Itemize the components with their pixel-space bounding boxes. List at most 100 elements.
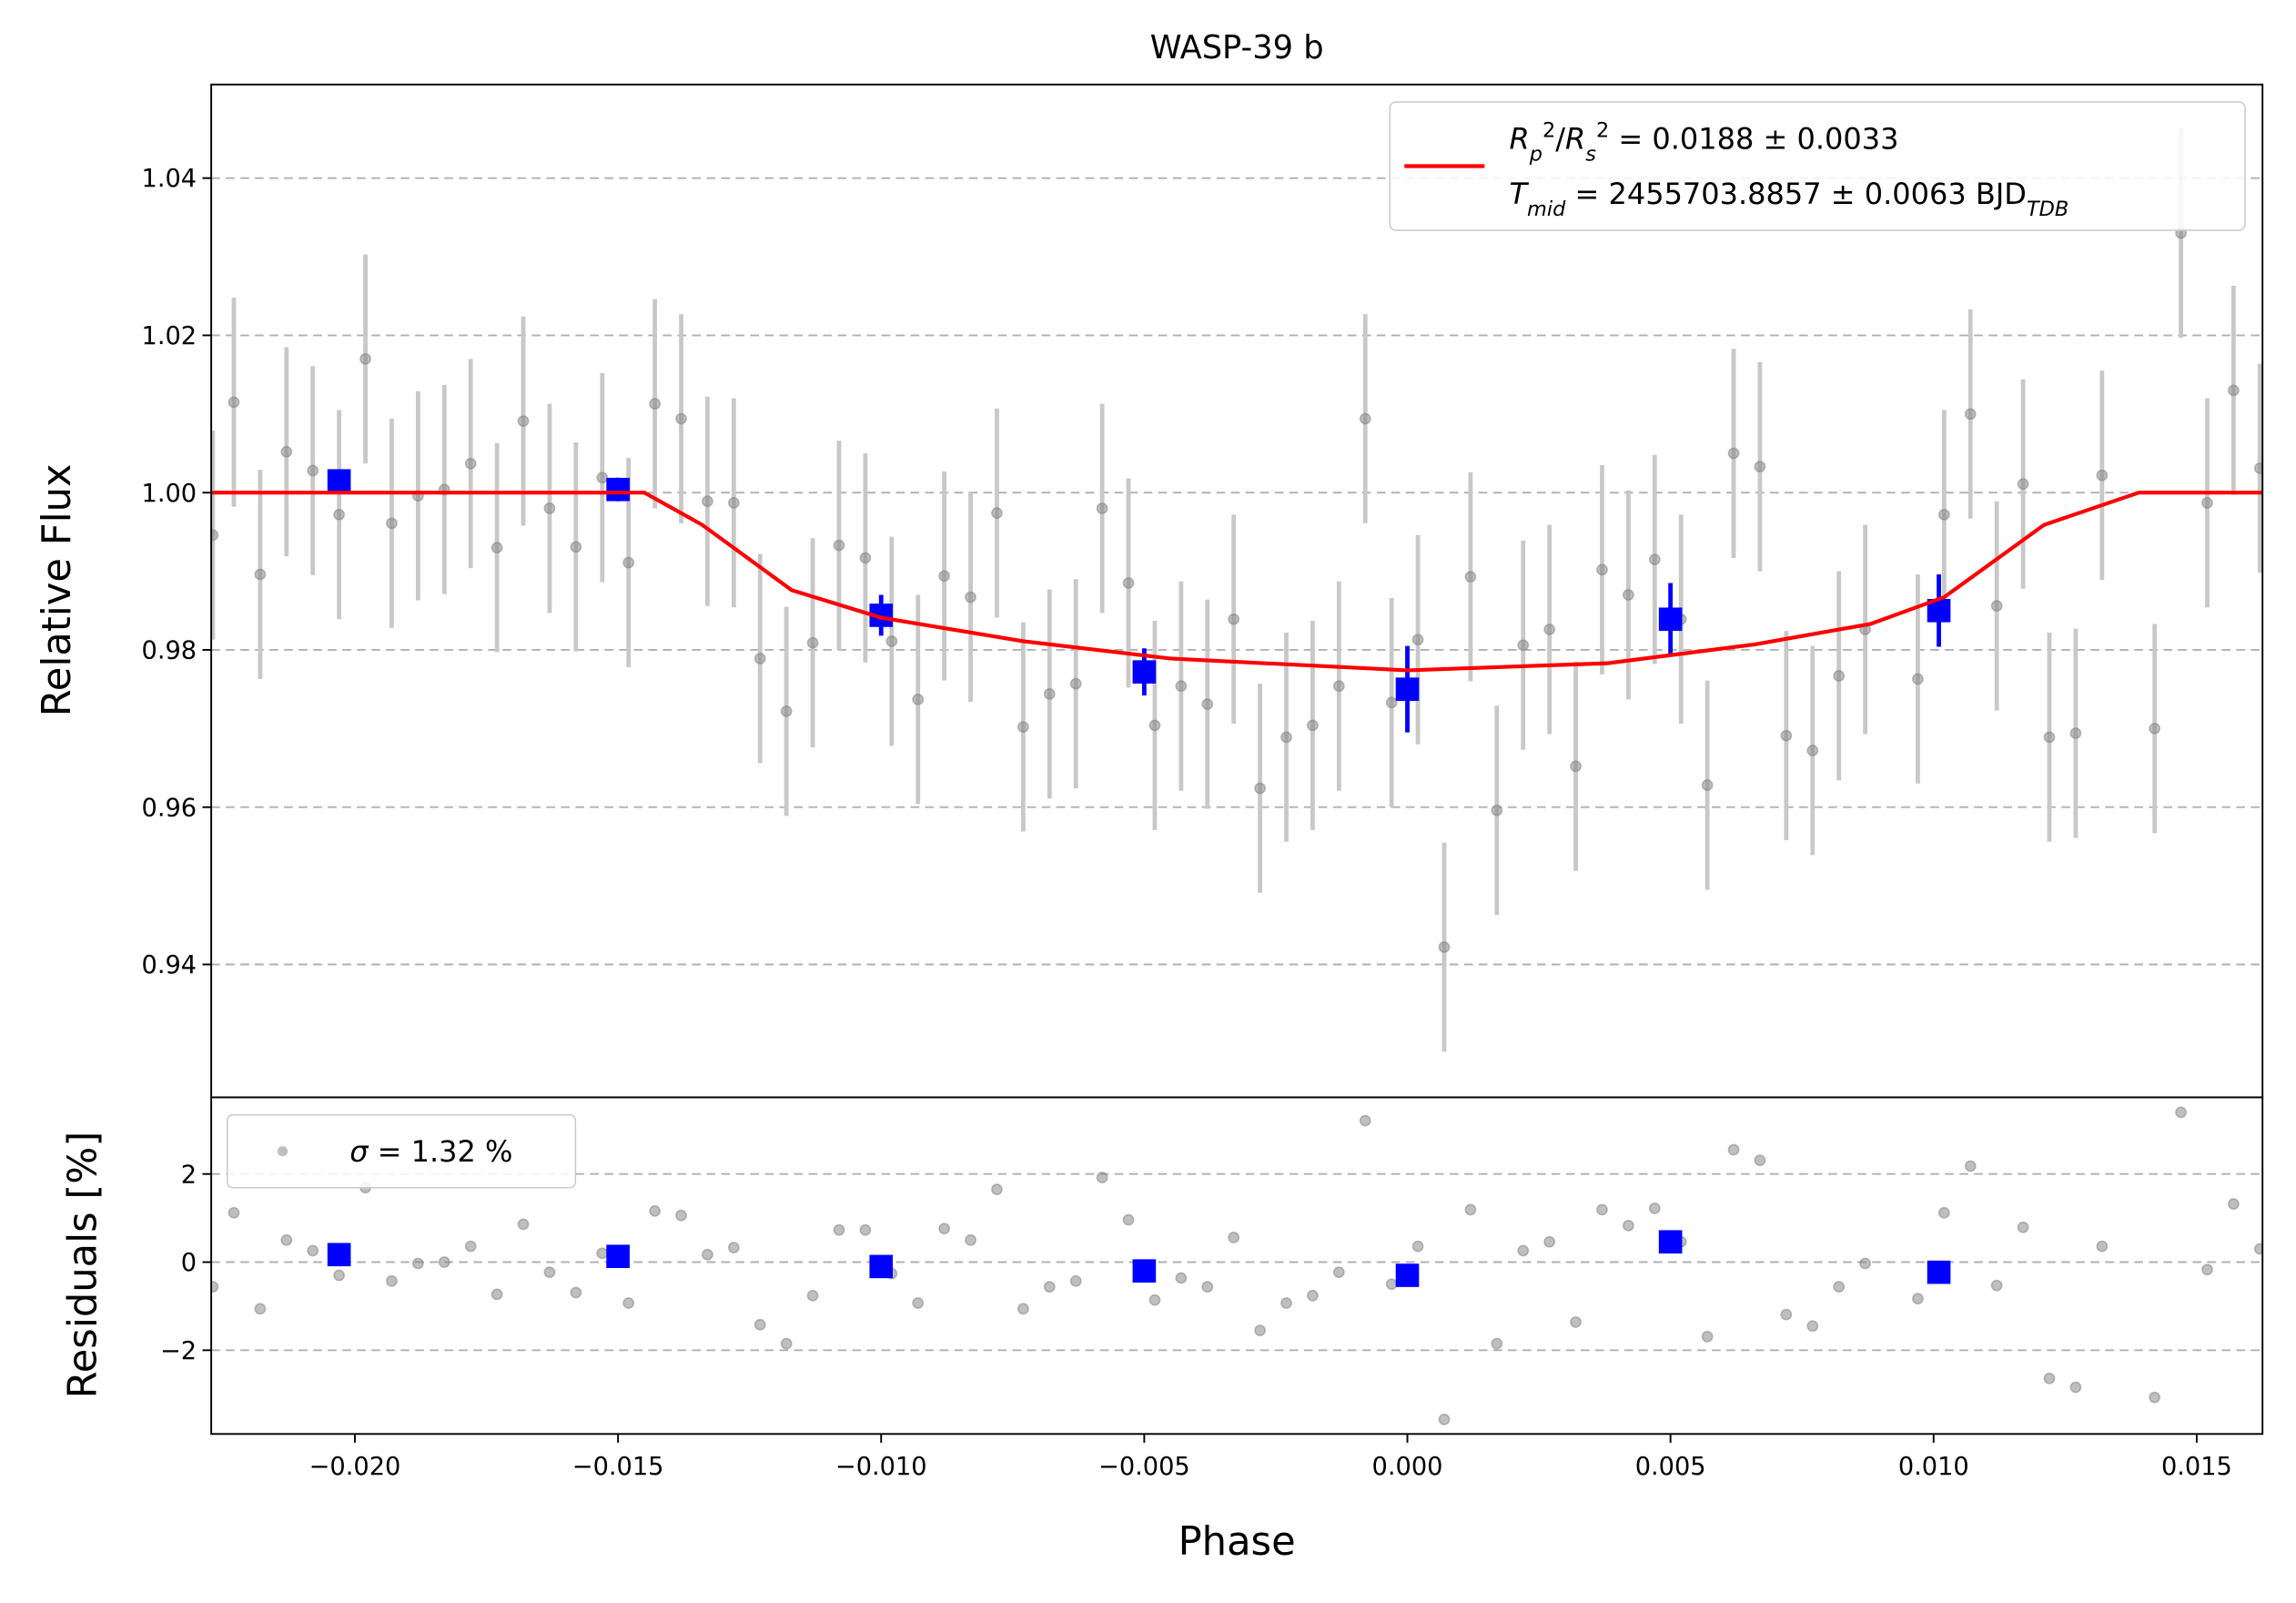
data-point — [254, 568, 267, 581]
data-point — [806, 1289, 819, 1302]
legend-text-part: TDB — [2027, 198, 2068, 221]
legend-text-part: = 2455703.8857 ± 0.0063 BJD — [1565, 177, 2027, 211]
data-point — [806, 636, 819, 649]
legend-text-part: 2 — [1596, 118, 1609, 142]
data-point — [333, 1269, 346, 1282]
data-point — [2175, 1106, 2187, 1119]
data-point — [1307, 719, 1319, 732]
data-point — [543, 1266, 556, 1279]
data-point — [1254, 1324, 1267, 1336]
data-point — [1701, 1330, 1714, 1343]
y-tick-label: 0.98 — [142, 637, 197, 665]
y-tick-label: 1.00 — [142, 480, 197, 508]
x-tick-label: −0.005 — [1098, 1453, 1190, 1481]
legend-label: Rp2/Rs2 = 0.0188 ± 0.0033 — [1510, 118, 1899, 166]
data-point — [1622, 1219, 1634, 1232]
data-point — [2253, 1243, 2263, 1255]
data-point — [1254, 782, 1267, 795]
x-tick-label: −0.020 — [309, 1453, 401, 1481]
legend-text-part: p — [1529, 142, 1542, 166]
data-point — [596, 1247, 609, 1260]
binned-point — [327, 469, 351, 493]
data-point — [411, 1257, 424, 1270]
data-point — [1043, 687, 1056, 700]
data-point — [622, 556, 635, 569]
legend-label: σ = 1.32 % — [349, 1134, 512, 1169]
data-point — [570, 1286, 582, 1299]
binned-point — [327, 1243, 351, 1267]
x-tick-label: 0.005 — [1635, 1453, 1706, 1481]
data-point — [2201, 1263, 2213, 1276]
data-point — [780, 705, 793, 717]
data-point — [228, 396, 240, 409]
x-tick-label: −0.015 — [572, 1453, 664, 1481]
data-point — [333, 508, 346, 521]
y-tick-label: 0 — [181, 1249, 197, 1277]
data-point — [1175, 1272, 1188, 1284]
data-point — [1806, 745, 1819, 756]
data-point — [1122, 1213, 1135, 1226]
data-point — [2253, 462, 2263, 474]
legend-swatch — [277, 1146, 288, 1157]
data-point — [1228, 613, 1240, 625]
legend-text-part: T — [1510, 177, 1530, 211]
data-point — [1438, 941, 1451, 953]
data-point — [1332, 1266, 1345, 1279]
data-point — [1727, 1143, 1740, 1156]
data-point — [2227, 1198, 2240, 1211]
model-line — [211, 491, 2263, 673]
binned-point — [1658, 607, 1683, 632]
legend-text-part: = 1.32 % — [368, 1134, 512, 1169]
data-point — [622, 1297, 635, 1309]
data-point — [649, 398, 661, 410]
data-point — [965, 1233, 976, 1246]
y-tick-label: 0.94 — [142, 951, 197, 979]
data-point — [1201, 698, 1214, 710]
data-point — [1043, 1281, 1056, 1294]
legend-text-part: R — [1565, 121, 1585, 156]
data-point — [1990, 1279, 2003, 1292]
legend-label: Tmid = 2455703.8857 ± 0.0063 BJDTDB — [1510, 177, 2069, 221]
data-point — [211, 529, 219, 542]
data-point — [649, 1204, 661, 1217]
data-point — [965, 591, 976, 604]
data-point — [1912, 673, 1924, 685]
legend-box — [1389, 101, 2246, 231]
data-point — [1096, 502, 1108, 514]
data-point — [280, 445, 293, 458]
data-point — [1754, 1154, 1766, 1167]
data-point — [491, 542, 503, 554]
data-point — [1148, 719, 1161, 732]
data-point — [2017, 478, 2029, 491]
data-point — [1069, 1274, 1082, 1287]
data-point — [280, 1233, 293, 1246]
data-point — [859, 1223, 872, 1236]
data-point — [1228, 1232, 1240, 1243]
y-tick-label: 1.04 — [142, 165, 197, 193]
data-point — [1937, 508, 1950, 521]
data-point — [1780, 729, 1793, 742]
binned-point — [1132, 660, 1157, 684]
data-point — [307, 464, 319, 477]
data-point — [1307, 1289, 1319, 1302]
data-point — [754, 1318, 766, 1331]
data-point — [211, 1281, 219, 1294]
data-point — [702, 1248, 713, 1261]
data-point — [675, 1209, 687, 1222]
data-point — [1069, 677, 1082, 690]
data-point — [1859, 1257, 1872, 1270]
binned-point — [1395, 677, 1420, 701]
data-point — [2201, 497, 2213, 509]
data-point — [1543, 624, 1556, 635]
data-point — [2149, 1391, 2161, 1404]
data-point — [1570, 760, 1582, 773]
data-point — [991, 1183, 1003, 1196]
binned-point — [869, 1254, 894, 1279]
legend-text-part: σ — [349, 1134, 369, 1169]
data-point — [1096, 1172, 1108, 1183]
x-tick-label: 0.000 — [1372, 1453, 1443, 1481]
binned-point — [1927, 1260, 1951, 1284]
plot-area — [211, 128, 2263, 1425]
